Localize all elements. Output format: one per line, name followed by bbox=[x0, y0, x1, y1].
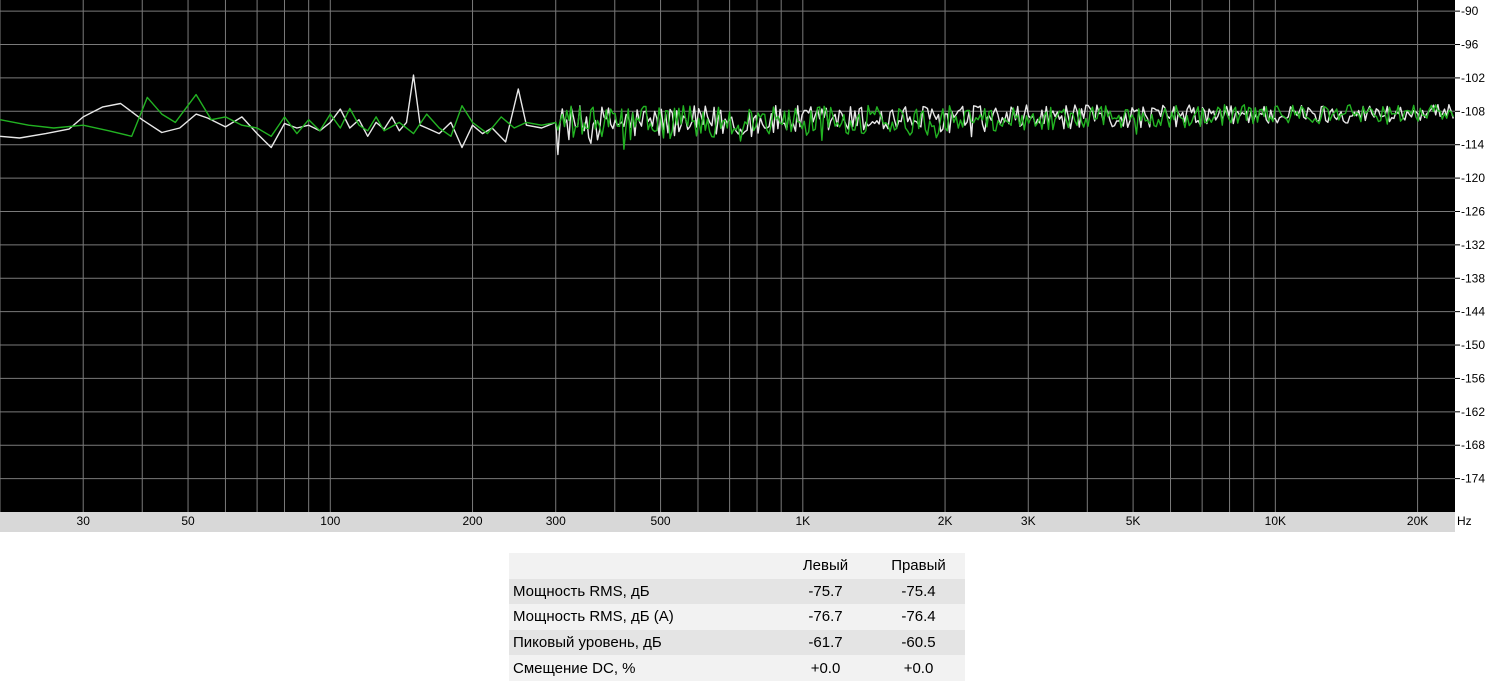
y-tick-label: -168 bbox=[1461, 438, 1485, 452]
y-tick-label: -108 bbox=[1461, 104, 1485, 118]
stats-row: Мощность RMS, дБ (A) -76.7 -76.4 bbox=[509, 604, 965, 630]
x-tick-label: 3K bbox=[1021, 514, 1036, 528]
y-tick-labels: -90 -96 -102 -108 -114 -120 -126 -132 -138 -144 -1… bbox=[1455, 4, 1485, 486]
stats-row: Смещение DC, % +0.0 +0.0 bbox=[509, 655, 965, 681]
stats-row-left: -75.7 bbox=[808, 582, 843, 600]
y-tick-label: -96 bbox=[1461, 38, 1479, 52]
y-tick-label: -90 bbox=[1461, 4, 1479, 18]
spectrum-chart-svg: -90 -96 -102 -108 -114 -120 -126 -132 -138 -144 -1… bbox=[0, 0, 1503, 532]
stats-header-right: Правый bbox=[891, 557, 946, 575]
y-tick-label: -126 bbox=[1461, 204, 1485, 218]
x-tick-label: 10K bbox=[1265, 514, 1286, 528]
stats-row-label: Смещение DC, % bbox=[513, 659, 636, 677]
y-tick-label: -144 bbox=[1461, 305, 1485, 319]
stats-table: Левый Правый Мощность RMS, дБ -75.7 -75.… bbox=[509, 553, 965, 681]
x-tick-label: 20K bbox=[1407, 514, 1428, 528]
x-tick-label: 1K bbox=[795, 514, 810, 528]
stats-row-right: -76.4 bbox=[901, 608, 936, 626]
series-line-1 bbox=[0, 93, 1454, 150]
series-group bbox=[0, 74, 1454, 156]
stats-header-left: Левый bbox=[802, 557, 849, 575]
x-tick-label: 300 bbox=[546, 514, 566, 528]
stats-row: Мощность RMS, дБ -75.7 -75.4 bbox=[509, 578, 965, 605]
stats-row-right: -60.5 bbox=[901, 634, 936, 652]
y-tick-label: -120 bbox=[1461, 171, 1485, 185]
stats-row-left: -61.7 bbox=[808, 634, 843, 652]
x-tick-label: 2K bbox=[938, 514, 953, 528]
x-tick-label: 5K bbox=[1126, 514, 1141, 528]
stats-row-label: Пиковый уровень, дБ bbox=[513, 634, 662, 652]
x-tick-labels: 30 50 100 200 300 500 1K 2K 3K 5K 10K 20K bbox=[77, 514, 1429, 528]
y-tick-label: -114 bbox=[1461, 138, 1484, 152]
y-tick-label: -138 bbox=[1461, 271, 1485, 285]
y-tick-label: -162 bbox=[1461, 405, 1485, 419]
horizontal-grid bbox=[0, 10, 1455, 480]
x-tick-label: 30 bbox=[77, 514, 91, 528]
stats-row: Пиковый уровень, дБ -61.7 -60.5 bbox=[509, 629, 965, 656]
y-tick-label: -150 bbox=[1461, 338, 1485, 352]
x-unit-label: Hz bbox=[1457, 514, 1472, 528]
series-line-0 bbox=[0, 74, 1454, 156]
x-axis-strip bbox=[0, 512, 1455, 532]
y-tick-label: -156 bbox=[1461, 371, 1485, 385]
stats-row-label: Мощность RMS, дБ bbox=[513, 582, 650, 600]
stats-row-left: -76.7 bbox=[808, 608, 843, 626]
x-tick-label: 100 bbox=[320, 514, 340, 528]
stats-row-left: +0.0 bbox=[810, 659, 841, 677]
stats-header-row: Левый Правый bbox=[509, 553, 965, 579]
plot-area bbox=[0, 0, 1455, 512]
stats-row-right: -75.4 bbox=[901, 582, 936, 600]
stats-row-right: +0.0 bbox=[903, 659, 934, 677]
y-tick-label: -174 bbox=[1461, 472, 1485, 486]
y-tick-label: -102 bbox=[1461, 71, 1485, 85]
stats-header-empty bbox=[509, 553, 779, 579]
x-tick-label: 500 bbox=[651, 514, 671, 528]
x-tick-label: 200 bbox=[463, 514, 483, 528]
stats-row-label: Мощность RMS, дБ (A) bbox=[513, 608, 674, 626]
spectrum-chart: -90 -96 -102 -108 -114 -120 -126 -132 -138 -144 -1… bbox=[0, 0, 1503, 532]
vertical-grid bbox=[0, 0, 1419, 512]
x-tick-label: 50 bbox=[181, 514, 195, 528]
y-axis-strip bbox=[1455, 0, 1503, 512]
y-tick-label: -132 bbox=[1461, 238, 1485, 252]
